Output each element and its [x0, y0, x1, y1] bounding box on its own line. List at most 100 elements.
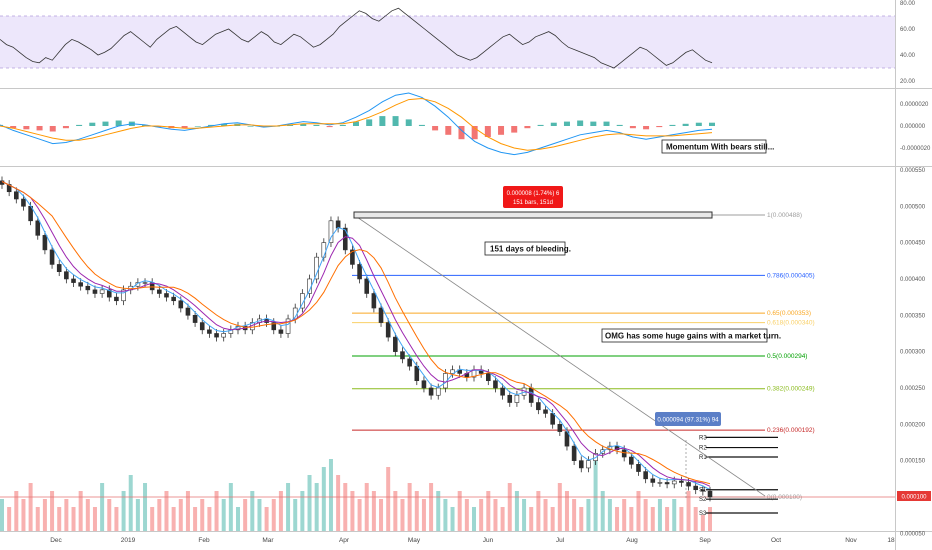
volume-bar [286, 483, 291, 531]
pivot-label: S1 [699, 488, 707, 494]
candle-body [21, 198, 26, 207]
candle-body [192, 314, 198, 323]
candle-body [528, 387, 534, 403]
macd-hist-bar [643, 126, 650, 130]
rsi-tick-label: 20.00 [900, 79, 916, 85]
volume-bar [579, 507, 584, 531]
volume-bar [7, 507, 12, 531]
volume-bar [679, 507, 684, 531]
volume-bar [700, 515, 705, 531]
candle-body [142, 282, 148, 284]
volume-bar [643, 499, 648, 531]
volume-bar [457, 491, 462, 531]
x-tick-label: Aug [626, 537, 638, 544]
candle-body [671, 480, 677, 485]
macd-hist-bar [353, 121, 359, 126]
macd-hist-bar [49, 126, 56, 132]
x-tick-label: May [408, 537, 421, 544]
volume-bar [157, 499, 162, 531]
candle-body [357, 264, 362, 280]
macd-histogram [0, 116, 715, 140]
candle-body [385, 322, 391, 338]
fib-level-label: 0.5(0.000294) [767, 353, 807, 360]
candle-body [164, 293, 169, 298]
candle-body [493, 380, 498, 389]
volume-bar [350, 491, 355, 531]
candle-body [328, 220, 334, 243]
candle-body [593, 453, 598, 461]
volume-bar [243, 499, 248, 531]
volume-bar [300, 491, 305, 531]
candle-body [536, 402, 541, 411]
volume-bar [314, 483, 319, 531]
macd-hist-bar [709, 122, 715, 126]
macd-hist-bar [10, 126, 17, 129]
macd-hist-bar [207, 124, 214, 126]
x-tick-label: Sep [699, 537, 711, 544]
rsi-tick-label: 60.00 [900, 27, 916, 33]
pivot-levels: R3 R2 R1 S1 S2 S3 [685, 435, 778, 517]
fib-level-label: 0(0.000100) [767, 494, 802, 501]
candle-body [178, 300, 184, 309]
macd-hist-bar [471, 126, 478, 140]
pivot-label: R1 [699, 455, 707, 461]
price-panel[interactable]: 0.000550 0.000500 0.000450 0.000400 0.000350… [0, 168, 931, 537]
volume-bar [421, 499, 426, 531]
candle-body [679, 480, 684, 483]
macd-hist-bar [537, 124, 544, 126]
candle-body [214, 333, 219, 338]
omg-note-box [601, 328, 768, 343]
price-tick-label: 0.000550 [900, 168, 926, 174]
macd-hist-bar [300, 123, 307, 126]
volume-bar [386, 467, 391, 531]
price-tag: 0.000100 [901, 495, 927, 501]
candle-body [586, 460, 591, 469]
volume-bar [171, 507, 176, 531]
candle-body [700, 489, 706, 492]
volume-bar [50, 491, 55, 531]
macd-panel[interactable]: 0.0000020 0.000000 -0.0000020 Momentum Wit… [0, 92, 931, 156]
candle-body [614, 445, 620, 451]
macd-hist-bar [405, 119, 412, 126]
candle-body [157, 289, 162, 294]
volume-bar [14, 491, 19, 531]
volume-bar [114, 507, 119, 531]
volume-bar [500, 507, 505, 531]
candle-body [578, 460, 584, 469]
candle-body [486, 373, 491, 382]
volume-bar [200, 499, 205, 531]
volume-bar [464, 499, 469, 531]
macd-axis: 0.0000020 0.000000 -0.0000020 [900, 102, 931, 152]
volume-bar [121, 491, 126, 531]
macd-hist-bar [511, 126, 518, 133]
macd-hist-bar [616, 124, 623, 126]
volume-bar [107, 499, 112, 531]
candle-body [393, 336, 398, 352]
volume-bar [393, 491, 398, 531]
volume-bar [21, 499, 26, 531]
macd-hist-bar [682, 123, 689, 126]
candle-body [435, 387, 441, 396]
volume-bar [665, 507, 670, 531]
rsi-panel[interactable]: 80.00 60.00 40.00 20.00 [0, 1, 916, 85]
volume-bar [64, 499, 69, 531]
x-tick-label: Nov [845, 537, 857, 544]
candle-body [85, 285, 91, 291]
candle-body [378, 307, 384, 323]
macd-hist-bar [498, 126, 505, 135]
volume-bar [650, 507, 655, 531]
volume-bar [193, 507, 198, 531]
volume-bar [379, 499, 384, 531]
volume-bar [100, 483, 105, 531]
x-tick-label: Mar [262, 537, 274, 544]
volume-bar [78, 491, 83, 531]
volume-bar [178, 499, 183, 531]
volume-bar [343, 483, 348, 531]
candle-body [364, 278, 370, 294]
pivot-label: R2 [699, 446, 707, 452]
volume-bar [143, 483, 148, 531]
moving-averages [1, 181, 711, 491]
macd-hist-bar [23, 126, 30, 130]
volume-bar [207, 507, 212, 531]
